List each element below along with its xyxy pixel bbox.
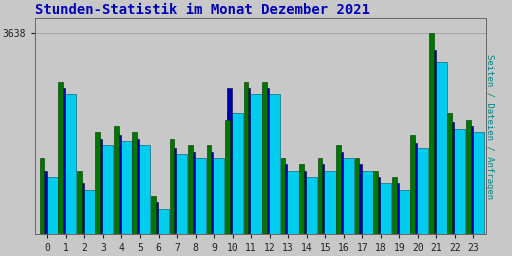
Bar — [246, 88, 250, 256]
Bar — [188, 145, 193, 256]
Bar — [61, 94, 76, 256]
Bar — [95, 132, 100, 256]
Bar — [468, 126, 473, 256]
Bar — [133, 132, 137, 256]
Bar — [190, 158, 206, 256]
Bar — [246, 94, 262, 256]
Bar — [283, 164, 287, 256]
Bar — [373, 170, 378, 256]
Bar — [153, 202, 158, 256]
Bar — [42, 170, 47, 256]
Bar — [58, 82, 63, 256]
Bar — [262, 82, 267, 256]
Bar — [169, 139, 174, 256]
Bar — [153, 209, 169, 256]
Bar — [357, 170, 373, 256]
Bar — [79, 190, 95, 256]
Bar — [79, 183, 83, 256]
Bar — [450, 129, 465, 256]
Bar — [336, 145, 341, 256]
Bar — [320, 170, 336, 256]
Bar — [135, 145, 151, 256]
Bar — [116, 141, 132, 256]
Bar — [318, 158, 323, 256]
Bar — [394, 190, 410, 256]
Bar — [227, 113, 243, 256]
Bar — [281, 158, 285, 256]
Bar — [394, 183, 399, 256]
Bar — [227, 88, 232, 256]
Bar — [60, 88, 65, 256]
Bar — [355, 158, 359, 256]
Bar — [225, 120, 230, 256]
Bar — [77, 170, 81, 256]
Bar — [209, 158, 224, 256]
Bar — [429, 33, 434, 256]
Bar — [172, 154, 187, 256]
Bar — [283, 170, 298, 256]
Bar — [265, 94, 280, 256]
Bar — [116, 135, 121, 256]
Bar — [431, 50, 436, 256]
Bar — [375, 177, 380, 256]
Bar — [392, 177, 396, 256]
Bar — [302, 177, 317, 256]
Bar — [135, 139, 139, 256]
Bar — [299, 164, 304, 256]
Bar — [172, 148, 176, 256]
Bar — [206, 145, 211, 256]
Bar — [151, 196, 156, 256]
Bar — [376, 183, 391, 256]
Bar — [264, 88, 269, 256]
Bar — [338, 158, 354, 256]
Bar — [413, 148, 428, 256]
Bar — [450, 122, 454, 256]
Bar — [98, 145, 113, 256]
Bar — [411, 135, 415, 256]
Bar — [357, 164, 361, 256]
Bar — [42, 177, 58, 256]
Bar — [466, 120, 471, 256]
Bar — [338, 152, 343, 256]
Bar — [97, 139, 102, 256]
Bar — [320, 164, 325, 256]
Bar — [40, 158, 45, 256]
Bar — [468, 132, 484, 256]
Bar — [413, 143, 417, 256]
Bar — [190, 152, 195, 256]
Bar — [244, 82, 248, 256]
Bar — [431, 62, 447, 256]
Bar — [114, 126, 119, 256]
Bar — [301, 170, 306, 256]
Y-axis label: Seiten / Dateien / Anfragen: Seiten / Dateien / Anfragen — [485, 54, 494, 199]
Bar — [447, 113, 452, 256]
Bar — [209, 152, 214, 256]
Text: Stunden-Statistik im Monat Dezember 2021: Stunden-Statistik im Monat Dezember 2021 — [35, 3, 370, 17]
